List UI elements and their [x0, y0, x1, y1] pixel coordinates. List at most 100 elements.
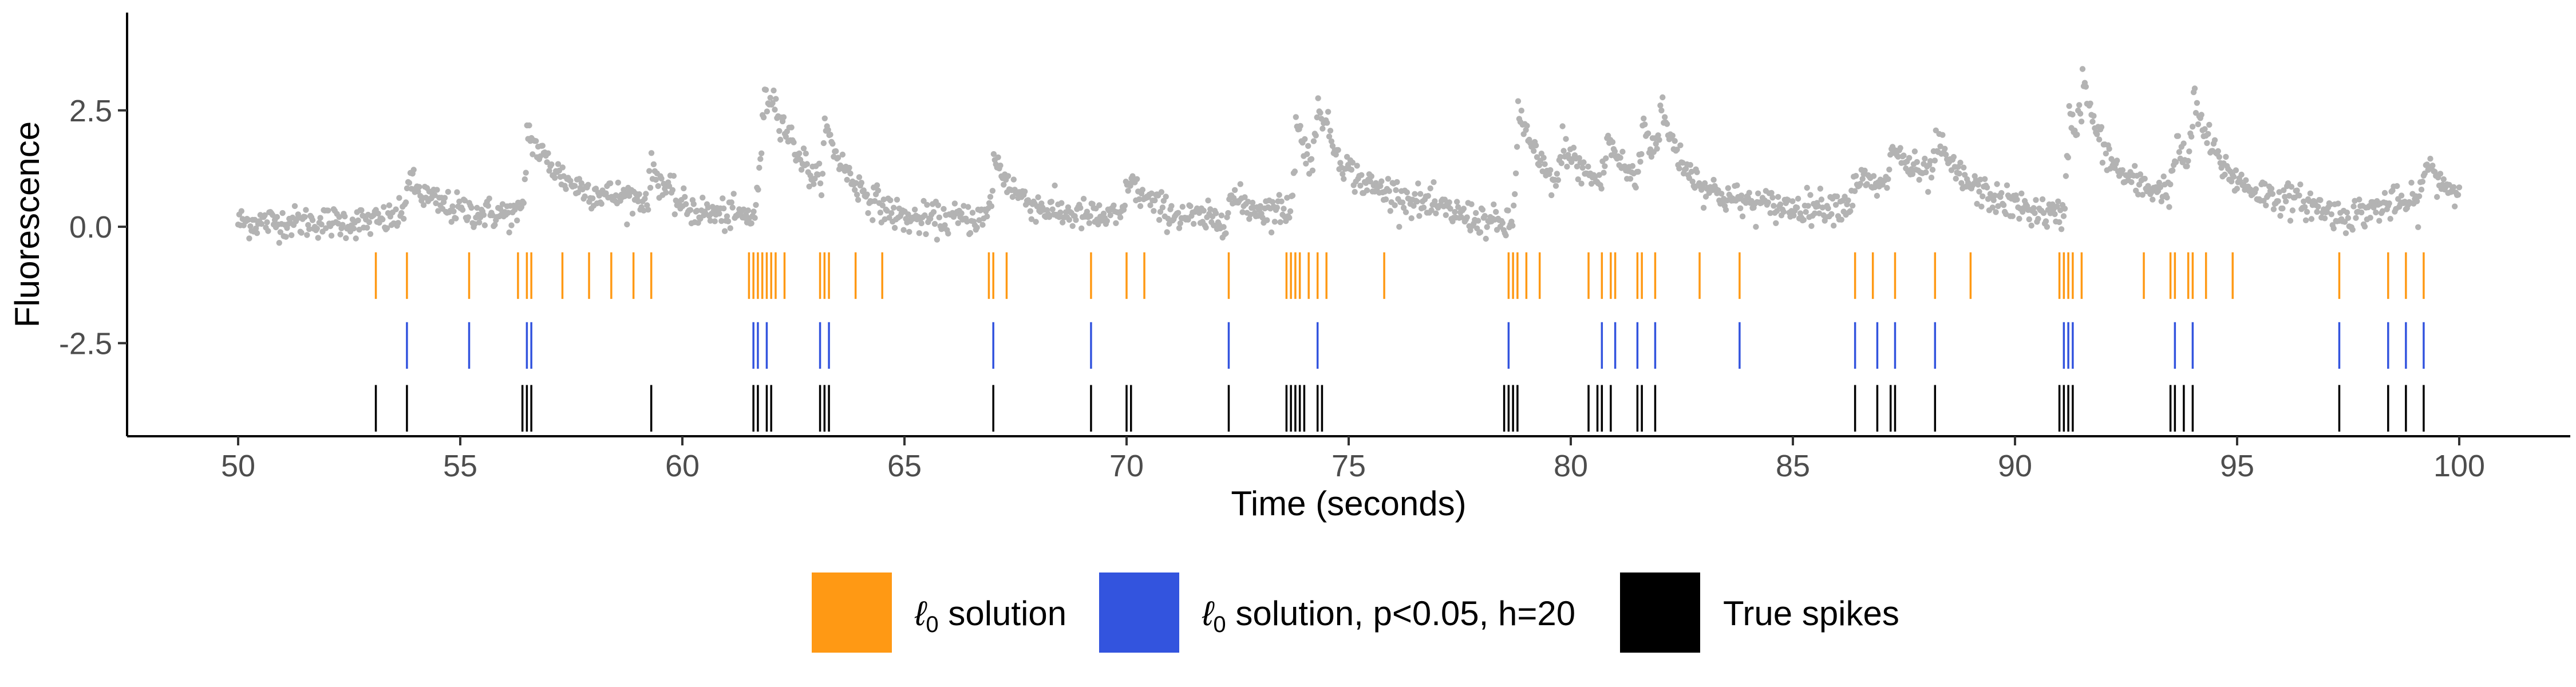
- fluorescence-point: [2188, 133, 2195, 140]
- fluorescence-point: [762, 86, 769, 93]
- fluorescence-point: [1396, 224, 1402, 230]
- fluorescence-point: [585, 181, 591, 188]
- fluorescence-point: [1524, 123, 1530, 129]
- fluorescence-point: [1611, 148, 1618, 155]
- fluorescence-point: [339, 222, 346, 228]
- fluorescence-point: [1602, 163, 1608, 169]
- fluorescence-point: [1289, 192, 1296, 199]
- fluorescence-point: [887, 197, 894, 203]
- axes: 50 55 60 65 70 75 80 85 90 95 100 2.5 0.0 -2.5: [59, 13, 2570, 483]
- fluorescence-point: [1163, 194, 1169, 200]
- fluorescence-point: [750, 208, 757, 215]
- fluorescence-point: [1303, 160, 1309, 167]
- fluorescence-point: [1315, 95, 1321, 101]
- fluorescence-point: [1207, 206, 1214, 212]
- y-tick-label: 0.0: [69, 210, 112, 244]
- fluorescence-point: [582, 193, 588, 200]
- fluorescence-point: [1851, 188, 1858, 194]
- fluorescence-point: [2026, 216, 2032, 223]
- fluorescence-point: [829, 140, 836, 147]
- fluorescence-point: [2324, 209, 2330, 215]
- fluorescence-point: [2204, 140, 2210, 147]
- fluorescence-point: [523, 169, 529, 176]
- x-tick-label: 75: [1332, 449, 1366, 483]
- fluorescence-point: [1852, 173, 1859, 179]
- fluorescence-point: [1368, 173, 1374, 180]
- fluorescence-point: [2418, 187, 2425, 193]
- fluorescence-point: [2234, 185, 2240, 192]
- fluorescence-point: [1608, 152, 1615, 159]
- fluorescence-point: [303, 207, 309, 213]
- fluorescence-point: [1739, 213, 1746, 220]
- x-tick-label: 80: [1554, 449, 1588, 483]
- fluorescence-point: [2052, 211, 2058, 218]
- fluorescence-point: [468, 204, 475, 211]
- fluorescence-point: [434, 187, 440, 193]
- fluorescence-point: [1203, 224, 1209, 231]
- fluorescence-point: [596, 192, 603, 199]
- fluorescence-point: [721, 205, 727, 212]
- fluorescence-point: [298, 230, 305, 236]
- fluorescence-point: [833, 148, 839, 155]
- fluorescence-point: [2065, 154, 2071, 161]
- fluorescence-point: [888, 210, 895, 216]
- fluorescence-point: [1515, 98, 1522, 104]
- fluorescence-point: [245, 216, 251, 223]
- fluorescence-point: [2243, 177, 2249, 183]
- fluorescence-point: [931, 220, 938, 227]
- fluorescence-point: [1768, 189, 1775, 196]
- fluorescence-point: [886, 215, 892, 221]
- fluorescence-point: [1984, 184, 1990, 191]
- fluorescence-point: [1689, 178, 1696, 185]
- fluorescence-point: [2202, 126, 2208, 132]
- fluorescence-point: [1431, 179, 1437, 185]
- fluorescence-point: [1367, 178, 1373, 185]
- fluorescence-point: [1268, 229, 1275, 236]
- fluorescence-point: [1086, 220, 1093, 226]
- fluorescence-point: [1341, 176, 1347, 182]
- fluorescence-point: [521, 176, 528, 183]
- fluorescence-point: [406, 180, 413, 186]
- fluorescence-point: [2223, 153, 2229, 160]
- fluorescence-point: [306, 226, 313, 232]
- fluorescence-point: [2194, 100, 2200, 106]
- fluorescence-point: [1831, 222, 1837, 229]
- fluorescence-point: [1096, 202, 1103, 208]
- fluorescence-point: [258, 220, 264, 227]
- fluorescence-point: [1010, 176, 1017, 183]
- fluorescence-point: [858, 180, 865, 186]
- fluorescence-point: [1660, 94, 1666, 101]
- fluorescence-point: [1477, 229, 1484, 235]
- fluorescence-point: [2186, 148, 2192, 155]
- fluorescence-point: [820, 140, 827, 147]
- fluorescence-point: [671, 211, 678, 218]
- fluorescence-point: [2317, 197, 2324, 203]
- fluorescence-point: [1895, 153, 1901, 160]
- fluorescence-point: [1326, 133, 1333, 140]
- fluorescence-point: [1310, 138, 1317, 144]
- fluorescence-point: [855, 196, 862, 203]
- fluorescence-point: [2349, 227, 2356, 233]
- fluorescence-point: [1794, 204, 1800, 211]
- fluorescence-point: [441, 195, 448, 201]
- fluorescence-point: [1402, 209, 1409, 215]
- fluorescence-point: [815, 171, 821, 178]
- fluorescence-point: [1073, 217, 1079, 223]
- fluorescence-point: [877, 210, 884, 216]
- fluorescence-point: [2353, 215, 2359, 221]
- fluorescence-point: [1928, 175, 1935, 181]
- fluorescence-point: [740, 206, 747, 212]
- fluorescence-point: [803, 151, 809, 157]
- fluorescence-point: [1493, 208, 1499, 215]
- fluorescence-point: [2211, 137, 2218, 143]
- fluorescence-point: [2416, 193, 2423, 199]
- fluorescence-point: [514, 217, 520, 224]
- fluorescence-point: [1205, 198, 1211, 204]
- fluorescence-point: [1669, 132, 1676, 139]
- fluorescence-point: [700, 195, 706, 201]
- fluorescence-point: [934, 236, 941, 243]
- fluorescence-point: [705, 204, 712, 211]
- fluorescence-point: [1548, 192, 1555, 199]
- fluorescence-point: [856, 174, 863, 180]
- fluorescence-point: [1859, 176, 1866, 182]
